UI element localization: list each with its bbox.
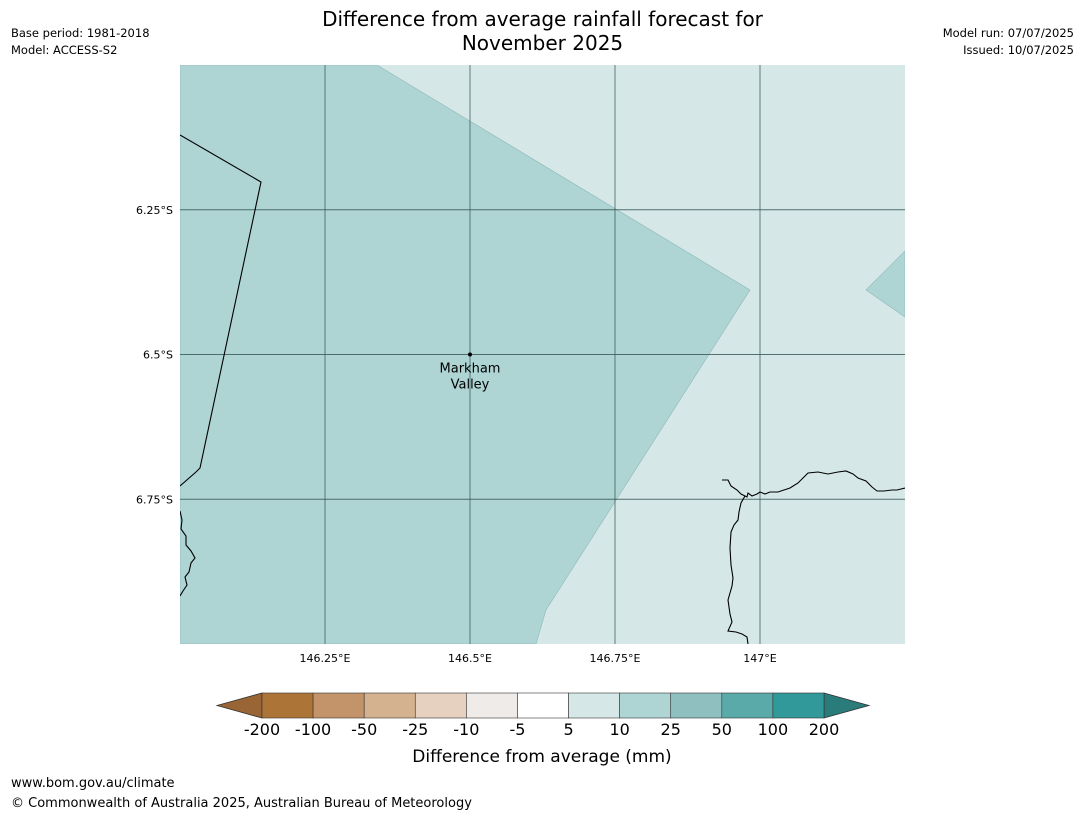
colorbar-tick-label-3: -25 (402, 720, 428, 739)
map-title: Difference from average rainfall forecas… (0, 7, 1085, 55)
colorbar-segment-9 (721, 692, 774, 719)
latitude-tick-label-2: 6.75°S (136, 493, 173, 506)
colorbar-tick-label-9: 50 (712, 720, 732, 739)
graticule (180, 65, 905, 644)
river-line (727, 495, 749, 644)
colorbar-tick-label-6: 5 (563, 720, 573, 739)
model-text: Model: ACCESS-S2 (11, 43, 118, 57)
latitude-tick-label-0: 6.25°S (136, 204, 173, 217)
model-run-text: Model run: 07/07/2025 (942, 26, 1074, 40)
colorbar: -200 -100 -50 -25 -10 -5 5 10 25 50 100 200 (215, 692, 871, 739)
longitude-tick-label-3: 147°E (743, 652, 776, 665)
footer-url: www.bom.gov.au/climate (11, 776, 175, 791)
location-marker: Markham Valley (440, 352, 501, 393)
issued-text: Issued: 10/07/2025 (963, 43, 1074, 57)
map-panel (180, 65, 905, 644)
colorbar-tick-label-2: -50 (351, 720, 377, 739)
title-line-1: Difference from average rainfall forecas… (322, 7, 763, 31)
latitude-tick-label-1: 6.5°S (143, 349, 173, 362)
colorbar-segment-5 (517, 692, 569, 719)
coastline-southeast (722, 470, 905, 498)
location-label-line-2: Valley (451, 378, 490, 393)
colorbar-segment-10 (772, 692, 825, 719)
footer-copyright: © Commonwealth of Australia 2025, Austra… (11, 796, 472, 811)
colorbar-tick-label-11: 200 (809, 720, 840, 739)
colorbar-tick-label-7: 10 (609, 720, 629, 739)
colorbar-tick-label-1: -100 (295, 720, 331, 739)
longitude-tick-label-0: 146.25°E (300, 652, 351, 665)
metadata-left: Base period: 1981-2018 Model: ACCESS-S2 (11, 25, 150, 59)
colorbar-segment-7 (619, 692, 672, 719)
colorbar-segment-6 (568, 692, 620, 719)
colorbar-segment-3 (414, 692, 467, 719)
colorbar-over-extension (823, 692, 871, 719)
metadata-right: Model run: 07/07/2025 Issued: 10/07/2025 (943, 25, 1074, 59)
coastline-southwest (180, 510, 196, 597)
colorbar-tick-label-4: -10 (453, 720, 479, 739)
colorbar-segment-2 (363, 692, 416, 719)
latitude-tick-labels: 6.25°S 6.5°S 6.75°S (136, 204, 173, 507)
location-dot (468, 352, 472, 357)
colorbar-tick-label-5: -5 (509, 720, 525, 739)
longitude-tick-label-2: 146.75°E (590, 652, 641, 665)
colorbar-title: Difference from average (mm) (412, 747, 671, 767)
title-line-2: November 2025 (461, 31, 624, 55)
colorbar-segment-0 (261, 692, 314, 719)
colorbar-segment-1 (312, 692, 365, 719)
colorbar-tick-label-0: -200 (244, 720, 280, 739)
forecast-region-east (865, 250, 905, 318)
colorbar-under-extension (215, 692, 263, 719)
base-period-text: Base period: 1981-2018 (11, 26, 150, 40)
colorbar-tick-label-8: 25 (661, 720, 681, 739)
longitude-tick-label-1: 146.5°E (448, 652, 492, 665)
colorbar-tick-label-10: 100 (758, 720, 789, 739)
coastline-west-border (180, 134, 262, 487)
longitude-tick-labels: 146.25°E 146.5°E 146.75°E 147°E (300, 652, 777, 665)
colorbar-segment-8 (670, 692, 723, 719)
colorbar-segment-4 (466, 692, 518, 719)
location-label-line-1: Markham (440, 362, 501, 377)
